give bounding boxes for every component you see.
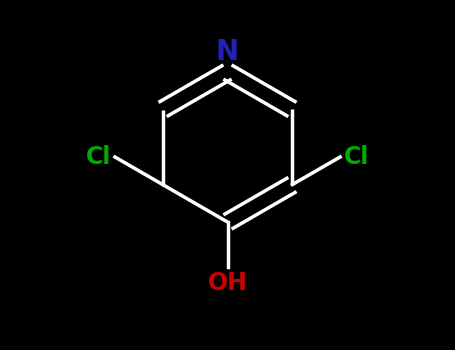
Text: N: N bbox=[216, 38, 239, 66]
Text: OH: OH bbox=[207, 271, 248, 295]
Text: Cl: Cl bbox=[86, 145, 111, 169]
Text: Cl: Cl bbox=[344, 145, 369, 169]
